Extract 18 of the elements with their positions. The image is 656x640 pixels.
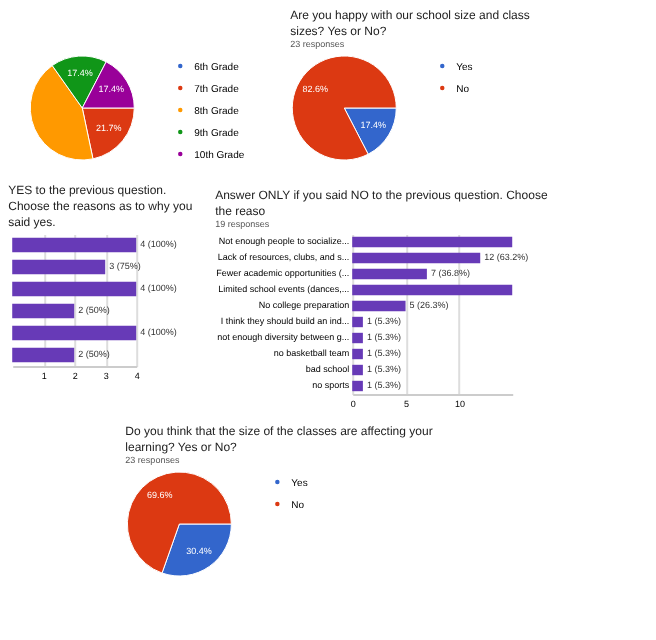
bar [352, 380, 363, 392]
bar [352, 332, 363, 344]
bar [352, 252, 481, 264]
bar [12, 237, 137, 253]
bar [352, 300, 406, 312]
bar [352, 268, 427, 280]
bar [12, 325, 137, 341]
bar [352, 236, 513, 248]
bar [352, 364, 363, 376]
bar [352, 348, 363, 360]
bar [12, 281, 137, 297]
pie-slice [126, 471, 232, 574]
bar [352, 316, 363, 328]
bar [12, 347, 75, 363]
bar [12, 259, 106, 275]
bar [12, 303, 75, 319]
pie-slice [291, 55, 397, 161]
bar [352, 284, 513, 296]
